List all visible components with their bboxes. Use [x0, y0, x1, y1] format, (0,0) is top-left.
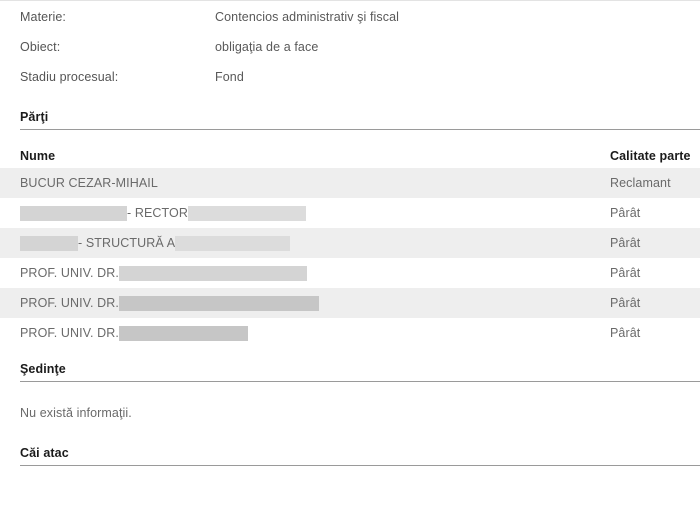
table-row: BUCUR CEZAR-MIHAIL Reclamant [0, 168, 700, 198]
section-heading-parti: Părţi [0, 110, 700, 129]
detail-row-materie: Materie: Contencios administrativ şi fis… [0, 10, 700, 40]
column-header-calitate: Calitate parte [610, 149, 691, 163]
party-name-text: PROF. UNIV. DR. [20, 296, 119, 310]
section-title: Căi atac [20, 446, 69, 460]
party-name-text: - STRUCTURĂ A [78, 236, 176, 250]
parties-row-container: BUCUR CEZAR-MIHAIL Reclamant - RECTOR Pâr… [0, 168, 700, 348]
party-name-cell: BUCUR CEZAR-MIHAIL [20, 176, 610, 190]
parties-table-header: Nume Calitate parte [0, 144, 700, 168]
party-role-cell: Pârât [610, 266, 641, 280]
table-row: - RECTOR Pârât [0, 198, 700, 228]
redaction-block [175, 235, 291, 251]
section-rule-cai-atac [20, 465, 700, 466]
section-title: Şedinţe [20, 362, 66, 376]
case-detail-list: Materie: Contencios administrativ şi fis… [0, 0, 700, 100]
detail-value: Contencios administrativ şi fiscal [215, 10, 400, 24]
redaction-block [20, 235, 78, 251]
section-heading-cai-atac: Căi atac [0, 446, 700, 465]
party-role-cell: Pârât [610, 206, 641, 220]
party-role-cell: Pârât [610, 296, 641, 310]
redaction-block [118, 295, 319, 311]
party-name-text: BUCUR CEZAR-MIHAIL [20, 176, 158, 190]
detail-value: obligaţia de a face [215, 40, 319, 54]
section-rule-sedinte [20, 381, 700, 382]
party-name-cell: - RECTOR [20, 205, 610, 221]
hearings-empty-message: Nu există informaţii. [20, 406, 132, 420]
detail-label: Stadiu procesual: [20, 70, 119, 84]
party-role-cell: Pârât [610, 236, 641, 250]
party-name-text: - RECTOR [127, 206, 188, 220]
table-row: PROF. UNIV. DR. Pârât [0, 318, 700, 348]
table-row: - STRUCTURĂ A Pârât [0, 228, 700, 258]
party-role-cell: Reclamant [610, 176, 671, 190]
column-header-nume: Nume [20, 149, 56, 163]
detail-row-stadiu-procesual: Stadiu procesual: Fond [0, 70, 700, 100]
party-role-cell: Pârât [610, 326, 641, 340]
party-name-text: PROF. UNIV. DR. [20, 326, 119, 340]
detail-label: Materie: [20, 10, 66, 24]
party-name-cell: - STRUCTURĂ A [20, 235, 610, 251]
party-name-text: PROF. UNIV. DR. [20, 266, 119, 280]
redaction-block [188, 205, 306, 221]
table-row: PROF. UNIV. DR. Pârât [0, 288, 700, 318]
party-name-cell: PROF. UNIV. DR. [20, 325, 610, 341]
party-name-cell: PROF. UNIV. DR. [20, 295, 610, 311]
detail-value: Fond [215, 70, 244, 84]
redaction-block [20, 205, 127, 221]
section-rule-parti [20, 129, 700, 130]
redaction-block [118, 325, 248, 341]
parties-table: Nume Calitate parte BUCUR CEZAR-MIHAIL Re… [0, 144, 700, 348]
party-name-cell: PROF. UNIV. DR. [20, 265, 610, 281]
section-title: Părţi [20, 110, 49, 124]
detail-label: Obiect: [20, 40, 61, 54]
top-divider [0, 0, 700, 1]
redaction-block [118, 265, 307, 281]
section-heading-sedinte: Şedinţe [0, 362, 700, 381]
table-row: PROF. UNIV. DR. Pârât [0, 258, 700, 288]
detail-row-obiect: Obiect: obligaţia de a face [0, 40, 700, 70]
